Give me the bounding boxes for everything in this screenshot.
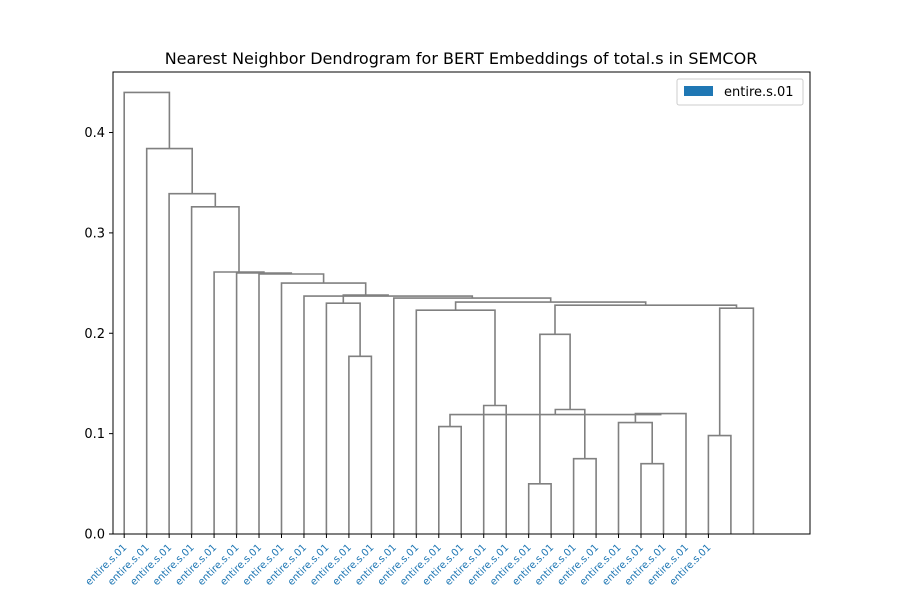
y-tick-label: 0.3	[84, 226, 105, 241]
dendrogram-links	[123, 91, 755, 534]
y-tick-label: 0.1	[84, 427, 105, 442]
y-tick-label: 0.4	[84, 126, 105, 141]
legend-swatch	[684, 86, 713, 96]
chart-title: Nearest Neighbor Dendrogram for BERT Emb…	[165, 49, 758, 68]
x-axis: entire.s.01entire.s.01entire.s.01entire.…	[84, 534, 714, 588]
y-tick-label: 0.0	[84, 528, 105, 543]
dendrogram-link	[123, 91, 171, 534]
legend: entire.s.01	[676, 78, 804, 106]
y-tick-label: 0.2	[84, 327, 105, 342]
legend-label: entire.s.01	[724, 85, 794, 100]
legend-box	[676, 78, 804, 106]
y-axis: 0.0 0.1 0.2 0.3 0.4	[84, 126, 113, 543]
